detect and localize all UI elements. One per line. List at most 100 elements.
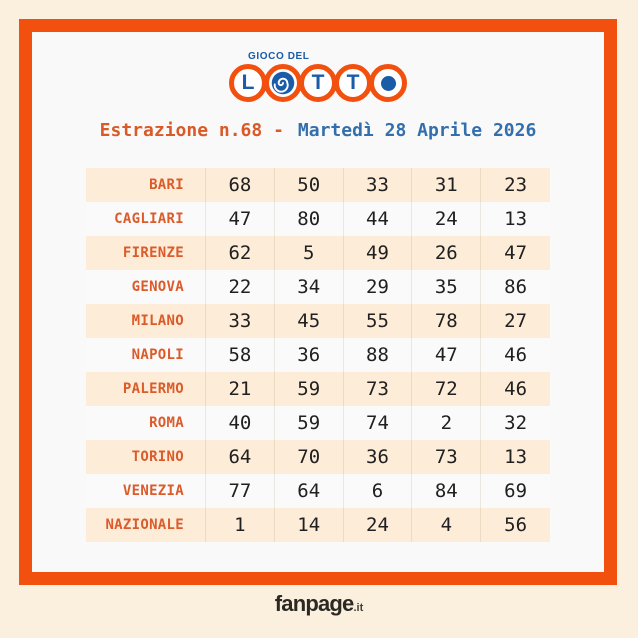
number-cell: 86 <box>504 276 528 298</box>
number-cell: 44 <box>344 202 413 236</box>
number-cell: 78 <box>412 304 482 338</box>
table-row: GENOVA 22 34 29 35 86 <box>86 270 550 304</box>
number-cell: 23 <box>504 174 528 196</box>
spiral-svg <box>271 71 295 95</box>
number-cell: 73 <box>344 372 413 406</box>
number-cell: 6 <box>344 474 413 508</box>
number-cell: 35 <box>412 270 482 304</box>
number-cell: 47 <box>206 202 275 236</box>
number-cell: 33 <box>344 168 413 202</box>
table-row: FIRENZE 62 5 49 26 47 <box>86 236 550 270</box>
number-cell: 33 <box>206 304 275 338</box>
number-cell: 59 <box>275 372 344 406</box>
logo-letter: T <box>311 70 325 94</box>
draw-title: Estrazione n.68 - Martedì 28 Aprile 2026 <box>100 120 537 141</box>
table-row: BARI 68 50 33 31 23 <box>86 168 550 202</box>
table-row: VENEZIA 77 64 6 84 69 <box>86 474 550 508</box>
number-cell: 1 <box>206 508 275 542</box>
logo-letter: L <box>241 70 255 94</box>
number-cell: 46 <box>504 344 528 366</box>
logo-letter-circle: L <box>229 64 267 102</box>
results-table: BARI 68 50 33 31 23 CAGLIARI 47 80 44 24… <box>86 168 550 542</box>
logo-dot-circle <box>369 64 407 102</box>
footer: fanpage.it <box>0 591 638 617</box>
number-cell: 55 <box>344 304 413 338</box>
number-cell: 74 <box>344 406 413 440</box>
city-label: NAPOLI <box>86 338 206 372</box>
city-label: GENOVA <box>86 270 206 304</box>
logo-spiral-icon <box>264 64 302 102</box>
number-cell: 62 <box>206 236 275 270</box>
number-cell: 58 <box>206 338 275 372</box>
number-cell: 88 <box>344 338 413 372</box>
number-cell: 50 <box>275 168 344 202</box>
number-cell: 36 <box>275 338 344 372</box>
number-cell: 26 <box>412 236 482 270</box>
logo-dot-icon <box>380 75 396 91</box>
city-label: VENEZIA <box>86 474 206 508</box>
table-row: CAGLIARI 47 80 44 24 13 <box>86 202 550 236</box>
city-label: TORINO <box>86 440 206 474</box>
number-cell: 22 <box>206 270 275 304</box>
number-cell: 56 <box>504 514 528 536</box>
city-label: MILANO <box>86 304 206 338</box>
number-cell: 46 <box>504 378 528 400</box>
draw-date-label: Martedì 28 Aprile 2026 <box>297 120 537 141</box>
number-cell: 47 <box>504 242 528 264</box>
number-cell: 21 <box>206 372 275 406</box>
number-cell: 27 <box>504 310 528 332</box>
number-cell: 24 <box>344 508 413 542</box>
number-cell: 29 <box>344 270 413 304</box>
fanpage-logo: fanpage <box>274 591 355 616</box>
number-cell: 47 <box>412 338 482 372</box>
number-cell: 68 <box>206 168 275 202</box>
table-row: PALERMO 21 59 73 72 46 <box>86 372 550 406</box>
draw-number-label: Estrazione n.68 - <box>99 120 284 141</box>
number-cell: 70 <box>275 440 344 474</box>
city-label: CAGLIARI <box>86 202 206 236</box>
number-cell: 40 <box>206 406 275 440</box>
number-cell: 73 <box>412 440 482 474</box>
number-cell: 14 <box>275 508 344 542</box>
number-cell: 2 <box>412 406 482 440</box>
table-row: NAZIONALE 1 14 24 4 56 <box>86 508 550 542</box>
number-cell: 59 <box>275 406 344 440</box>
number-cell: 4 <box>412 508 482 542</box>
number-cell: 34 <box>275 270 344 304</box>
number-cell: 31 <box>412 168 482 202</box>
number-cell: 80 <box>275 202 344 236</box>
number-cell: 69 <box>504 480 528 502</box>
number-cell: 13 <box>504 208 528 230</box>
number-cell: 32 <box>504 412 528 434</box>
number-cell: 13 <box>504 446 528 468</box>
number-cell: 77 <box>206 474 275 508</box>
table-row: ROMA 40 59 74 2 32 <box>86 406 550 440</box>
number-cell: 24 <box>412 202 482 236</box>
number-cell: 49 <box>344 236 413 270</box>
city-label: NAZIONALE <box>86 508 206 542</box>
fanpage-tld: .it <box>353 602 364 614</box>
logo-letter: T <box>346 70 360 94</box>
table-row: NAPOLI 58 36 88 47 46 <box>86 338 550 372</box>
number-cell: 84 <box>412 474 482 508</box>
logo-letter-circle: T <box>299 64 337 102</box>
logo-tagline: GIOCO DEL <box>248 51 310 62</box>
table-row: TORINO 64 70 36 73 13 <box>86 440 550 474</box>
city-label: ROMA <box>86 406 206 440</box>
city-label: FIRENZE <box>86 236 206 270</box>
number-cell: 45 <box>275 304 344 338</box>
number-cell: 64 <box>206 440 275 474</box>
number-cell: 72 <box>412 372 482 406</box>
city-label: PALERMO <box>86 372 206 406</box>
number-cell: 36 <box>344 440 413 474</box>
number-cell: 5 <box>275 236 344 270</box>
logo-letter-circle: T <box>334 64 372 102</box>
number-cell: 64 <box>275 474 344 508</box>
table-row: MILANO 33 45 55 78 27 <box>86 304 550 338</box>
city-label: BARI <box>86 168 206 202</box>
